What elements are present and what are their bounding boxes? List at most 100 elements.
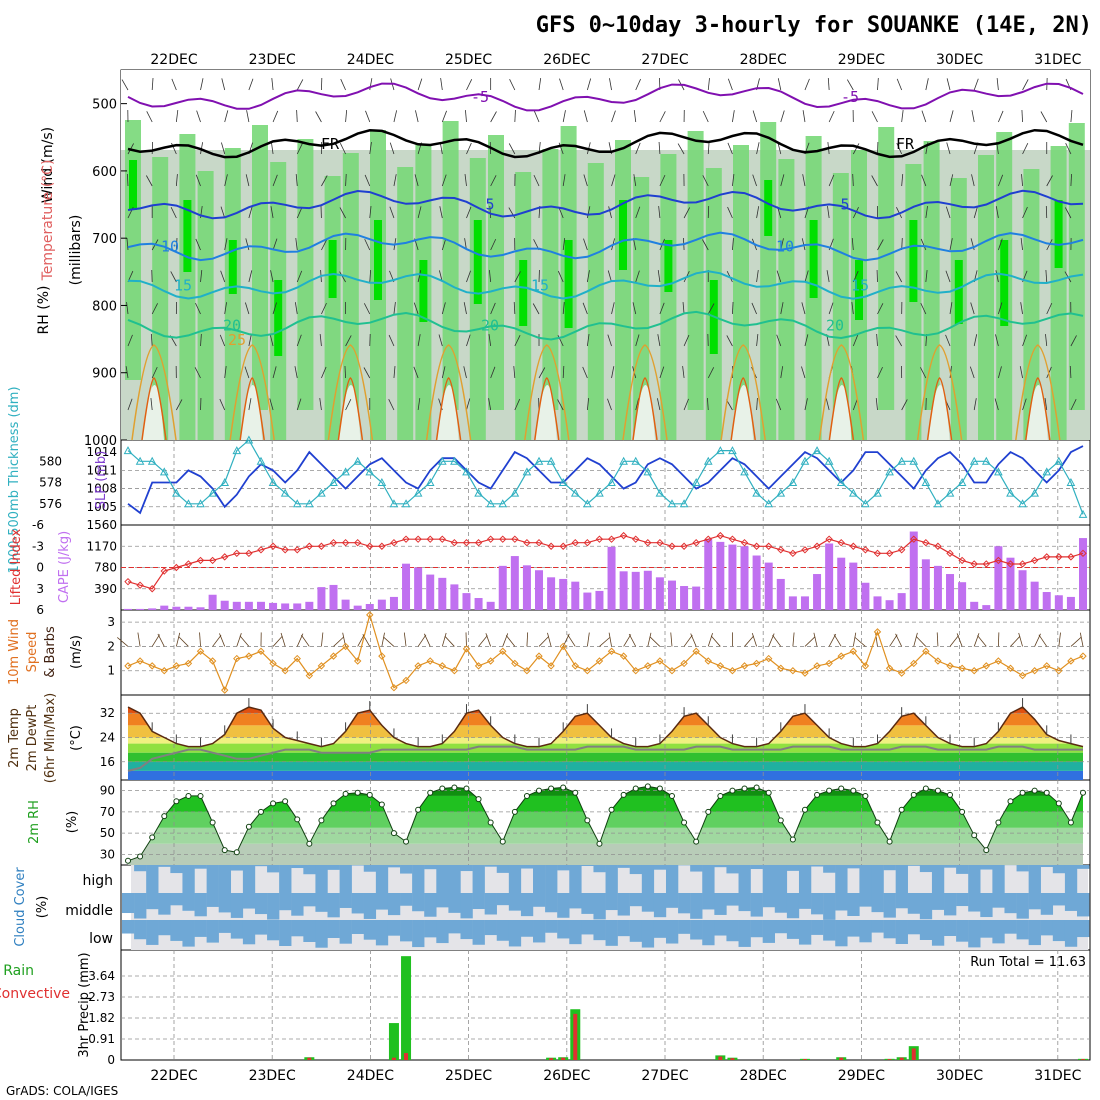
wind-barb: [583, 238, 588, 251]
wind-barb: [946, 78, 951, 91]
isotherm-30: [730, 377, 756, 441]
day-label-top: 24DEC: [347, 52, 394, 68]
temperature-band: [128, 737, 1083, 744]
thickness-point: [437, 456, 447, 465]
wind-barb-10m: [889, 634, 898, 647]
wind-barb: [269, 334, 274, 347]
wind-barb: [296, 398, 302, 411]
wind-speed-point: [716, 662, 725, 670]
cloud-cover-cell: [847, 893, 860, 916]
rh-point: [354, 789, 361, 796]
dewpoint-line: [127, 745, 1083, 772]
cloud-cover-cell: [883, 893, 896, 918]
rh-moist-column: [587, 163, 604, 440]
temperature-line: [127, 706, 1084, 748]
precip-convective-bar: [899, 1057, 904, 1060]
cloud-cover-cell: [774, 893, 788, 913]
wind-barb-10m: [199, 632, 201, 647]
cloud-cover-cell: [303, 920, 316, 942]
cloud-cover-cell: [279, 893, 292, 911]
thickness-point: [776, 488, 786, 497]
li-tick-label: -3: [32, 539, 44, 553]
cloud-cover-cell: [182, 865, 195, 893]
cape-bar: [933, 565, 942, 610]
thickness-point: [679, 499, 689, 508]
thickness-point: [474, 488, 483, 497]
thickness-point: [292, 499, 302, 508]
rh-point: [741, 785, 748, 792]
rh-point: [185, 792, 192, 799]
wind-barb: [635, 270, 640, 283]
wind-speed-point: [1079, 652, 1087, 660]
wind-barb: [514, 335, 521, 347]
cloud-cover-cell: [146, 865, 159, 893]
wind-barb-10m: [1058, 632, 1061, 647]
wind-barb-10m: [280, 632, 286, 647]
rh-moist-column: [442, 121, 459, 410]
wind-barb: [488, 334, 492, 347]
rh-point: [959, 808, 966, 815]
label-2m-rh: 2m RH: [27, 800, 42, 844]
wind-barb: [973, 78, 979, 91]
cloud-cover-cell: [1064, 920, 1078, 947]
rh-point: [910, 791, 917, 798]
cloud-cover-cell: [678, 893, 691, 914]
wind-barb: [756, 334, 759, 347]
lifted-index-point: [716, 531, 725, 540]
thickness-point: [341, 467, 350, 476]
cape-bar: [728, 544, 737, 610]
wind-barb: [802, 174, 806, 187]
cloud-cover-cell: [702, 893, 715, 910]
rh-point: [620, 791, 627, 798]
isotherm-10: [127, 231, 1084, 262]
cloud-cover-cell: [339, 920, 352, 944]
rh-moist-column: [832, 173, 849, 440]
rh-point: [415, 806, 422, 813]
wind-barb: [683, 334, 690, 347]
pressure-tick-label: 500: [92, 98, 117, 113]
rh-point: [427, 789, 434, 796]
wind-speed-point: [184, 659, 193, 668]
wind-barb: [296, 206, 303, 219]
cloud-cover-cell: [557, 893, 570, 918]
lifted-index-point: [1018, 560, 1027, 568]
wind-barb: [586, 334, 590, 347]
lifted-index-point: [583, 539, 592, 547]
lifted-index-point: [353, 539, 362, 547]
wind-barb: [921, 174, 927, 187]
cloud-cover-cell: [835, 865, 848, 893]
isotherm-25: [229, 344, 275, 441]
rh-point: [1055, 800, 1062, 807]
wind-barb: [466, 270, 471, 283]
cloud-cover-cell: [315, 920, 328, 948]
rh-point: [1043, 789, 1050, 796]
rh-saturated-core: [564, 240, 573, 328]
cloud-cover-cell: [134, 920, 147, 940]
cloud-cover-cell: [520, 865, 534, 869]
cloud-cover-cell: [472, 920, 485, 945]
rh-tick-label: 50: [100, 826, 115, 840]
label-wind-unit: (m/s): [69, 635, 84, 669]
cape-bar: [1030, 581, 1039, 610]
cloud-cover-cell: [653, 893, 667, 918]
cloud-cover-cell: [496, 920, 510, 941]
rh-point: [511, 808, 518, 815]
wind-barb: [514, 398, 521, 411]
cape-bar: [1066, 596, 1075, 610]
cloud-cover-cell: [363, 865, 377, 872]
cape-bar: [196, 607, 205, 610]
cloud-cover-cell: [279, 920, 292, 946]
wind-barb: [345, 399, 352, 411]
lifted-index-point: [692, 539, 700, 547]
wind-barb: [295, 238, 298, 251]
rh-point: [523, 792, 530, 799]
wind-barb: [369, 206, 372, 219]
wind-barb: [294, 366, 298, 379]
wind-barb: [224, 366, 227, 379]
lifted-index-point: [233, 549, 241, 558]
wind-barb: [851, 302, 854, 315]
cape-bar: [631, 571, 640, 610]
cloud-cover-cell: [1028, 920, 1041, 946]
cape-bar: [1054, 595, 1063, 610]
wind-barb: [780, 174, 785, 187]
